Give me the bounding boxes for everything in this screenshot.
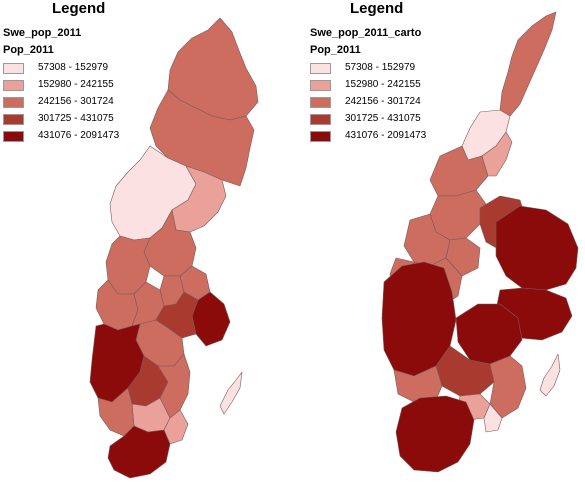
- field-name: Pop_2011: [310, 44, 361, 56]
- carto-region-gavleborg: [429, 189, 487, 241]
- carto-region-gotland: [539, 353, 561, 397]
- legend-swatch: [310, 114, 331, 125]
- carto-region-norrbotten: [499, 11, 557, 117]
- legend-range-label: 431076 - 2091473: [38, 130, 120, 141]
- legend-range-label: 301725 - 431075: [345, 113, 421, 124]
- layer-name: Swe_pop_2011: [3, 27, 82, 39]
- legend-title: Legend: [52, 0, 106, 17]
- legend-range-label: 431076 - 2091473: [345, 130, 427, 141]
- legend-swatch: [310, 63, 331, 74]
- legend-swatch: [3, 131, 24, 142]
- region-vasterbotten: [149, 89, 255, 187]
- legend-swatch: [3, 80, 24, 91]
- region-kalmar: [157, 353, 191, 419]
- field-name: Pop_2011: [3, 44, 54, 56]
- layer-name: Swe_pop_2011_carto: [310, 27, 422, 39]
- legend-swatch: [3, 97, 24, 108]
- right-map-cartogram: [381, 11, 579, 473]
- region-gotland: [219, 371, 243, 415]
- legend-swatch: [310, 131, 331, 142]
- carto-region-kalmar: [489, 355, 527, 419]
- legend-swatch: [3, 114, 24, 125]
- carto-region-blekinge: [483, 403, 503, 433]
- legend-swatch: [3, 63, 24, 74]
- legend-range-label: 152980 - 242155: [38, 79, 114, 90]
- region-vasternorrland: [171, 165, 227, 233]
- legend-range-label: 242156 - 301724: [38, 96, 114, 107]
- carto-region-halland: [393, 365, 443, 403]
- legend-range-label: 57308 - 152979: [38, 62, 109, 73]
- legend-title: Legend: [350, 0, 404, 17]
- legend-range-label: 57308 - 152979: [345, 62, 416, 73]
- left-map-sweden: [89, 17, 259, 479]
- carto-region-skane: [395, 395, 475, 473]
- legend-swatch: [310, 80, 331, 91]
- legend-range-label: 152980 - 242155: [345, 79, 421, 90]
- region-dalarna: [105, 235, 151, 295]
- legend-range-label: 301725 - 431075: [38, 113, 114, 124]
- legend-swatch: [310, 97, 331, 108]
- carto-region-vasternorrland: [481, 131, 513, 177]
- carto-region-jamtland: [429, 145, 489, 197]
- legend-range-label: 242156 - 301724: [345, 96, 421, 107]
- carto-region-ostergotland: [455, 303, 523, 365]
- carto-region-stockholm: [495, 205, 579, 291]
- region-skane: [107, 425, 171, 479]
